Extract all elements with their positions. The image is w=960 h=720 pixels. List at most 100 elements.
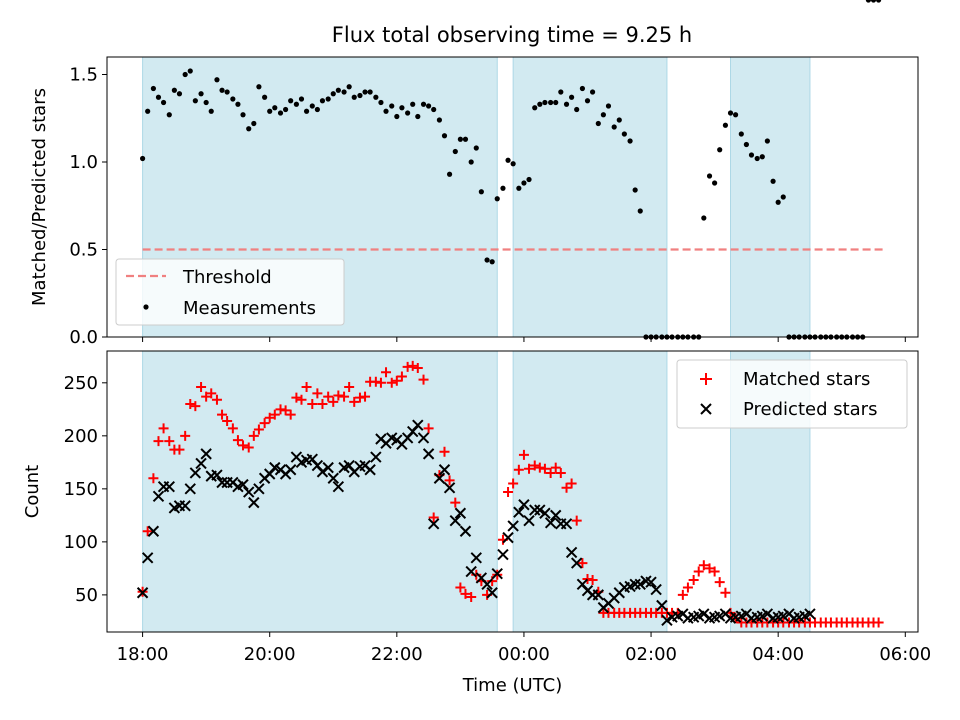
matched-star-marker <box>201 391 212 402</box>
legend-predicted-swatch <box>700 403 712 415</box>
measurement-point <box>712 180 718 186</box>
measurement-point <box>357 92 363 99</box>
predicted-star-marker <box>518 499 530 511</box>
predicted-star-marker <box>422 448 435 460</box>
measurement-point <box>452 148 458 155</box>
predicted-star-marker <box>417 432 430 444</box>
measurement-point <box>748 152 755 158</box>
predicted-star-marker <box>539 507 551 519</box>
observing-window <box>512 56 668 338</box>
matched-star-marker <box>253 424 264 435</box>
measurement-point <box>246 126 252 132</box>
y-tick-label: 250 <box>64 373 98 394</box>
measurement-point <box>775 199 781 205</box>
x-tick-label: 02:00 <box>625 644 677 665</box>
predicted-star-marker <box>459 525 472 537</box>
measurement-point <box>160 99 167 106</box>
predicted-star-marker <box>761 608 774 620</box>
measurement-point <box>166 112 172 118</box>
matched-star-marker <box>259 418 270 429</box>
matched-star-marker <box>222 415 233 426</box>
matched-star-marker <box>582 573 593 584</box>
predicted-star-marker <box>449 514 462 527</box>
measurement-point <box>235 101 241 107</box>
predicted-star-marker <box>179 500 191 512</box>
matched-star-marker <box>714 577 725 588</box>
x-axis-label: Time (UTC) <box>462 675 563 696</box>
measurement-point <box>722 122 729 128</box>
matched-star-marker <box>407 360 418 371</box>
matched-star-marker <box>243 442 254 453</box>
predicted-star-marker <box>200 448 212 460</box>
measurement-point <box>579 85 586 92</box>
predicted-star-marker <box>332 481 345 493</box>
predicted-star-marker <box>147 525 160 537</box>
bottom-y-axis-label: Count <box>22 465 43 518</box>
predicted-star-marker <box>152 490 165 502</box>
matched-star-marker <box>232 435 243 446</box>
matched-star-marker <box>587 575 598 586</box>
x-tick-label: 22:00 <box>371 644 423 665</box>
measurement-point <box>155 94 162 100</box>
x-tick-label: 18:00 <box>117 644 169 665</box>
measurement-point <box>701 215 707 221</box>
predicted-star-marker <box>565 546 578 559</box>
measurement-point <box>589 89 596 95</box>
bottom-legend: Matched stars Predicted stars <box>676 359 908 429</box>
measurement-point <box>563 101 570 107</box>
measurement-point <box>139 155 146 162</box>
matched-star-marker <box>339 391 350 402</box>
predicted-star-marker <box>243 486 255 498</box>
predicted-star-marker <box>650 583 662 596</box>
matched-star-marker <box>428 512 439 523</box>
matched-star-marker <box>391 375 402 386</box>
top-y-axis-label: Matched/Predicted stars <box>29 88 50 306</box>
matched-star-marker <box>677 589 688 600</box>
y-tick-label: 100 <box>64 532 98 553</box>
measurement-point <box>330 91 336 97</box>
top-panel: 0.0 0.5 1.0 1.5 Matched/Predicted stars Thr… <box>29 0 919 348</box>
bottom-x-axis: 18:00 20:00 22:00 00:00 02:00 04:00 06:00 <box>117 632 931 665</box>
measurement-point <box>325 96 331 102</box>
matched-star-marker <box>508 478 519 489</box>
predicted-star-marker <box>470 552 482 564</box>
predicted-star-marker <box>189 467 202 479</box>
measurement-point <box>770 178 776 184</box>
bottom-y-axis: 50 100 150 200 250 <box>64 373 107 606</box>
matched-star-marker <box>360 391 371 402</box>
matched-star-marker <box>269 409 280 420</box>
measurement-point <box>230 96 236 102</box>
predicted-star-marker <box>529 504 541 516</box>
predicted-star-marker <box>560 518 573 530</box>
measurement-point <box>410 101 416 107</box>
legend-matched-label: Matched stars <box>743 369 870 390</box>
predicted-star-marker <box>592 589 605 601</box>
observing-window <box>730 56 811 338</box>
matched-star-marker <box>349 396 360 407</box>
matched-star-marker <box>206 388 217 399</box>
predicted-star-marker <box>327 472 339 484</box>
matched-star-marker <box>709 566 720 577</box>
matched-star-marker <box>333 390 344 401</box>
measurement-point <box>717 147 723 153</box>
measurement-point <box>743 141 749 148</box>
measurement-point <box>267 108 273 114</box>
matched-star-marker <box>455 582 466 593</box>
measurement-point <box>706 173 713 179</box>
measurement-point <box>521 180 527 186</box>
measurement-point <box>277 110 284 116</box>
matched-star-marker <box>450 497 461 508</box>
predicted-star-marker <box>550 509 562 522</box>
matched-star-marker <box>566 478 577 489</box>
measurement-point <box>484 257 490 263</box>
predicted-star-marker <box>804 608 816 620</box>
measurement-point <box>346 84 352 90</box>
measurement-point <box>224 89 230 95</box>
measurement-point <box>595 120 601 127</box>
matched-star-marker <box>185 399 196 410</box>
matched-star-marker <box>323 391 334 402</box>
measurement-point <box>611 124 617 130</box>
matched-star-markers <box>137 360 884 628</box>
matched-star-marker <box>291 392 302 403</box>
